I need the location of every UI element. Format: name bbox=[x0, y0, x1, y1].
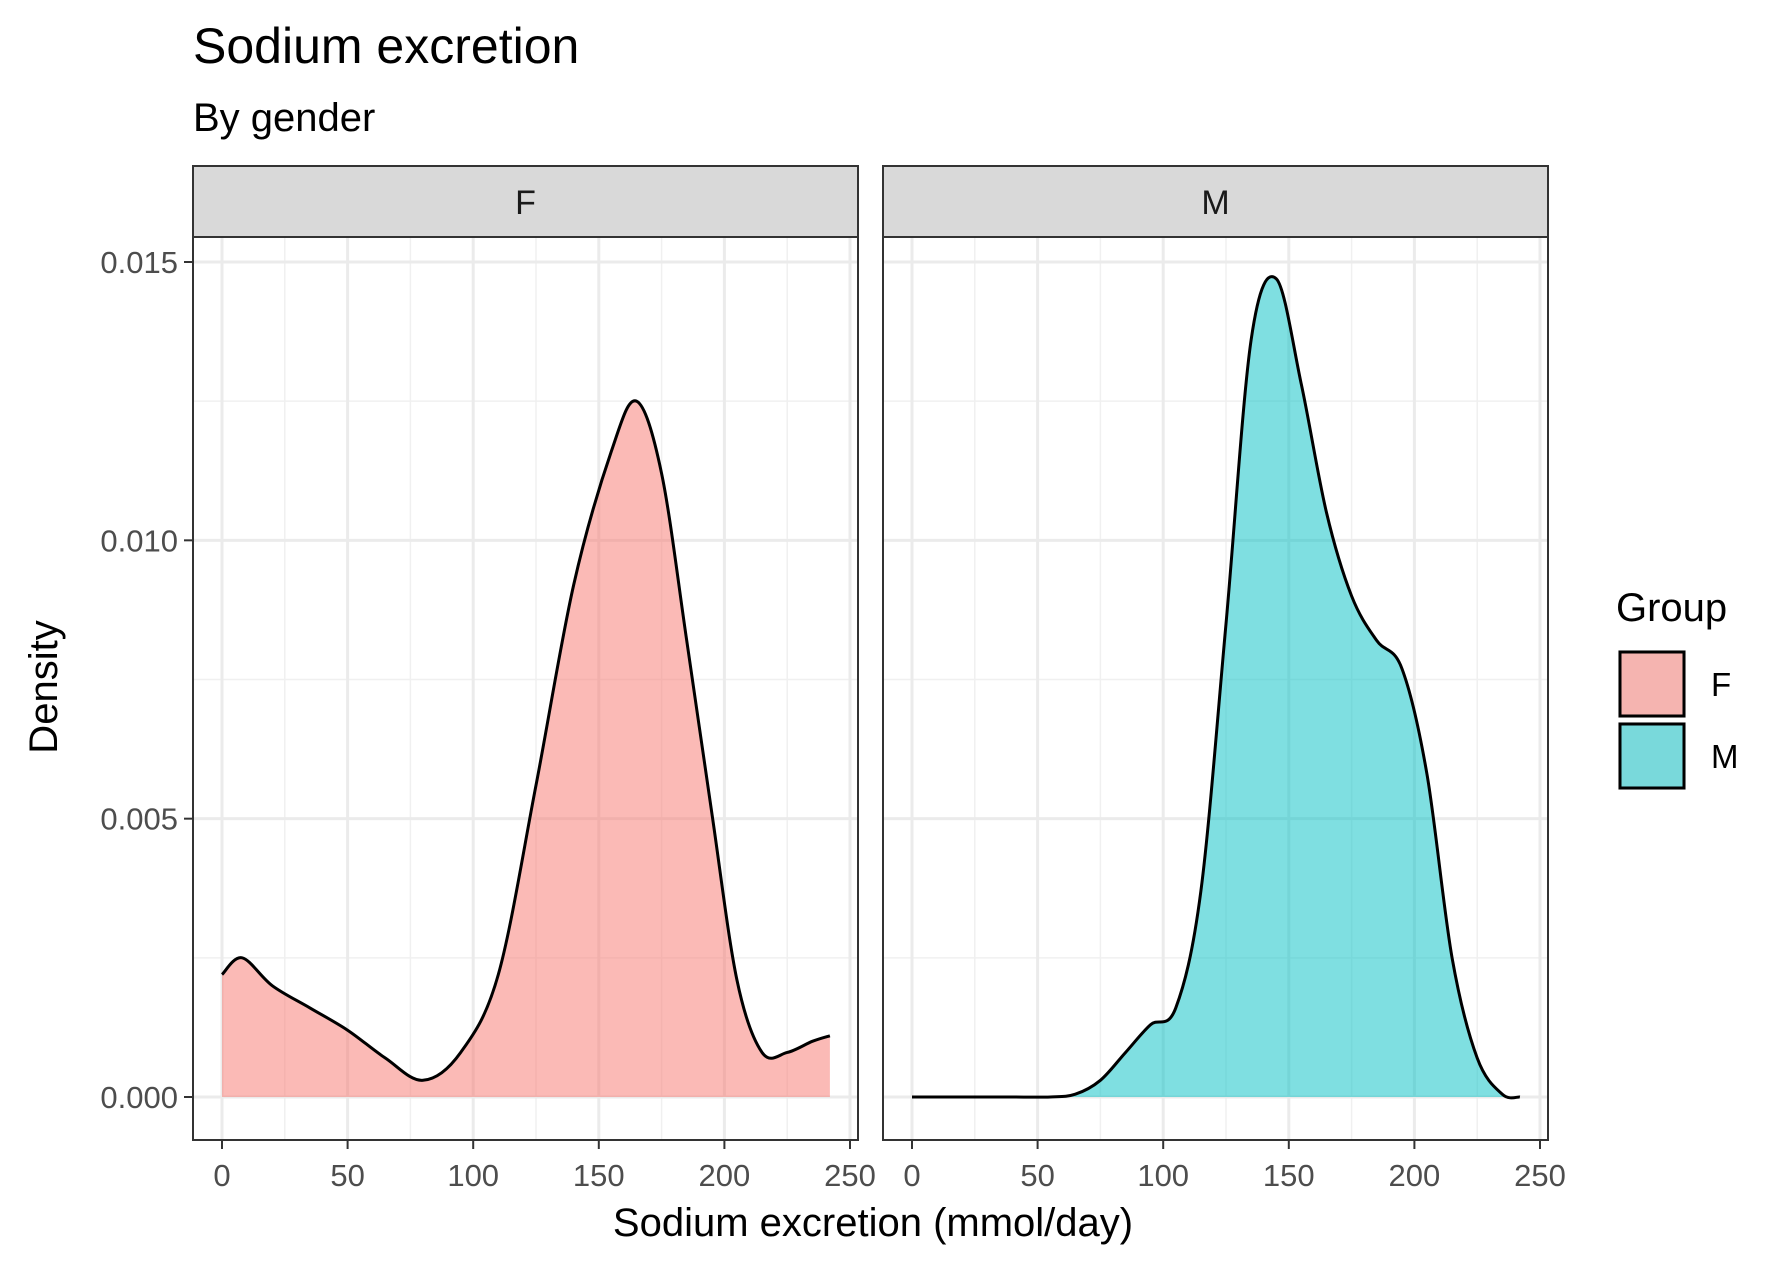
y-axis-label: Density bbox=[22, 620, 66, 753]
y-tick-label: 0.000 bbox=[100, 1080, 178, 1115]
x-axis: 0 50 100 150 200 250 bbox=[213, 1140, 876, 1193]
x-tick-label: 0 bbox=[903, 1158, 920, 1193]
density-line-M bbox=[912, 275, 1521, 1100]
facet-strip-label: F bbox=[515, 184, 536, 222]
legend-label-F: F bbox=[1711, 666, 1731, 703]
density-area-F bbox=[222, 400, 830, 1097]
facet-strip-label: M bbox=[1201, 184, 1229, 222]
density-line-F bbox=[220, 399, 831, 1082]
legend-swatch-F bbox=[1618, 650, 1686, 718]
y-tick-label: 0.005 bbox=[100, 802, 178, 837]
density-area-M bbox=[912, 276, 1520, 1098]
x-tick-label: 150 bbox=[1263, 1158, 1315, 1193]
facet-panels: F 0 50 100 150 200 250 M 0 50 100 150 200 250 bbox=[192, 165, 1566, 1193]
y-tick-label: 0.015 bbox=[100, 245, 178, 280]
x-tick-label: 100 bbox=[447, 1158, 499, 1193]
x-tick-label: 0 bbox=[213, 1158, 230, 1193]
x-tick-label: 250 bbox=[1514, 1158, 1566, 1193]
legend-title: Group bbox=[1616, 586, 1727, 630]
chart-title: Sodium excretion bbox=[193, 18, 579, 74]
x-tick-label: 50 bbox=[1020, 1158, 1054, 1193]
panel-border bbox=[192, 236, 859, 1141]
legend-label-M: M bbox=[1711, 738, 1739, 775]
x-tick-label: 200 bbox=[1389, 1158, 1441, 1193]
x-tick-label: 150 bbox=[573, 1158, 625, 1193]
x-tick-label: 200 bbox=[699, 1158, 751, 1193]
x-axis: 0 50 100 150 200 250 bbox=[903, 1140, 1566, 1193]
y-tick-label: 0.010 bbox=[100, 523, 178, 558]
facet-strip bbox=[882, 165, 1549, 238]
legend-swatch-M bbox=[1618, 722, 1686, 790]
x-axis-label: Sodium excretion (mmol/day) bbox=[613, 1201, 1133, 1245]
x-tick-label: 50 bbox=[330, 1158, 364, 1193]
panel-border bbox=[882, 236, 1549, 1141]
legend: Group FM bbox=[1616, 586, 1739, 790]
x-tick-label: 250 bbox=[824, 1158, 876, 1193]
facet-panel-M: M 0 50 100 150 200 250 bbox=[882, 165, 1566, 1193]
x-tick-label: 100 bbox=[1137, 1158, 1189, 1193]
chart-subtitle: By gender bbox=[193, 96, 375, 140]
y-axis: 0.000 0.005 0.010 0.015 bbox=[100, 245, 193, 1115]
facet-strip bbox=[192, 165, 859, 238]
facet-panel-F: F 0 50 100 150 200 250 bbox=[192, 165, 876, 1193]
